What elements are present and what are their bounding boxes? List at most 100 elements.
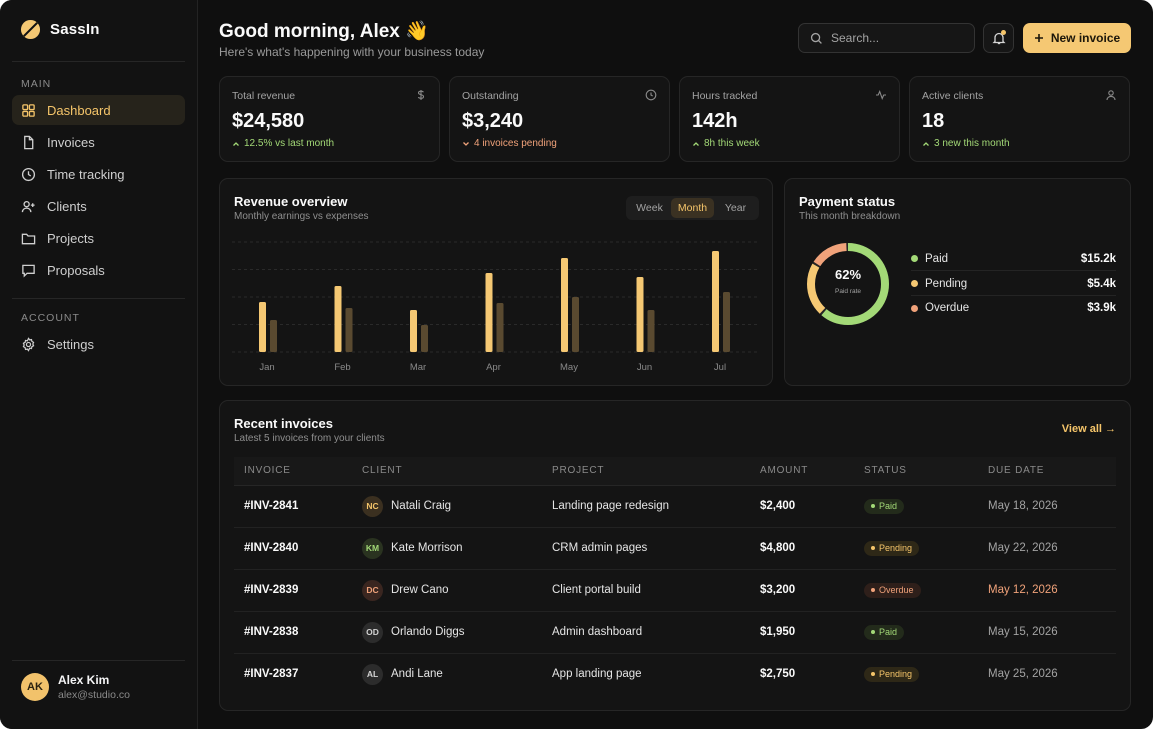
client-name: Natali Craig bbox=[391, 500, 452, 512]
tab-year[interactable]: Year bbox=[724, 202, 747, 214]
bar-secondary-jan[interactable] bbox=[270, 320, 277, 352]
column-header[interactable]: PROJECT bbox=[542, 457, 750, 486]
x-tick-label: Jun bbox=[637, 362, 652, 373]
client-name: Drew Cano bbox=[391, 584, 449, 596]
bar-secondary-mar[interactable] bbox=[421, 325, 428, 352]
sidebar-item-settings[interactable]: Settings bbox=[12, 329, 185, 359]
stat-delta-text: 8h this week bbox=[704, 138, 760, 149]
x-tick-label: Mar bbox=[410, 362, 426, 373]
payment-label: Overdue bbox=[925, 302, 970, 314]
status-badge: Pending bbox=[864, 540, 920, 556]
sidebar-item-dashboard[interactable]: Dashboard bbox=[12, 95, 185, 125]
tab-month[interactable]: Month bbox=[671, 198, 714, 218]
page-subtitle: Here's what's happening with your busine… bbox=[219, 45, 485, 59]
table-row[interactable]: #INV-2841 NC Natali Craig Landing page r… bbox=[234, 485, 1116, 528]
stat-delta: 12.5% vs last month bbox=[232, 138, 334, 149]
user-profile[interactable]: AK Alex Kim alex@studio.co bbox=[21, 673, 130, 701]
status-dot bbox=[871, 672, 875, 677]
avatar: AL bbox=[362, 663, 383, 685]
sidebar-item-invoices[interactable]: Invoices bbox=[12, 127, 185, 157]
main-content: Good morning, Alex 👋 Here's what's happe… bbox=[198, 0, 1153, 729]
bar-primary-apr[interactable] bbox=[485, 273, 493, 352]
bar-secondary-jul[interactable] bbox=[723, 292, 730, 352]
activity-icon bbox=[876, 89, 886, 101]
search-box[interactable] bbox=[798, 23, 975, 53]
sidebar-item-label: Projects bbox=[47, 230, 94, 246]
bar-secondary-feb[interactable] bbox=[345, 308, 353, 352]
sidebar-item-time-tracking[interactable]: Time tracking bbox=[12, 159, 185, 189]
amount: $2,750 bbox=[760, 668, 796, 681]
paid-rate-value: 62% bbox=[834, 267, 862, 282]
client-cell: OD Orlando Diggs bbox=[352, 611, 542, 654]
donut-segment-pending[interactable] bbox=[807, 243, 889, 325]
payment-label: Paid bbox=[925, 252, 949, 265]
status-text: Pending bbox=[879, 543, 913, 553]
avatar: AK bbox=[21, 673, 49, 701]
project-name: Admin dashboard bbox=[542, 611, 750, 654]
sidebar: SassIn MAIN Dashboard Invoices Time trac… bbox=[0, 0, 198, 729]
notifications-button[interactable] bbox=[983, 23, 1014, 53]
bar-secondary-may[interactable] bbox=[572, 297, 579, 352]
client-name: Orlando Diggs bbox=[391, 626, 465, 638]
x-tick-label: Jan bbox=[259, 362, 274, 373]
search-icon bbox=[810, 32, 822, 44]
sidebar-item-proposals[interactable]: Proposals bbox=[12, 255, 185, 285]
status-text: Paid bbox=[879, 627, 898, 637]
dollar-icon bbox=[417, 90, 425, 100]
sidebar-item-clients[interactable]: Clients bbox=[12, 191, 185, 221]
payment-label: Pending bbox=[925, 277, 968, 290]
bar-primary-jul[interactable] bbox=[712, 251, 719, 352]
table-header-row: INVOICE CLIENT PROJECT AMOUNT STATUS DUE… bbox=[234, 457, 1116, 486]
table-row[interactable]: #INV-2837 AL Andi Lane App landing page … bbox=[234, 653, 1116, 695]
divider bbox=[12, 61, 185, 62]
donut-segment-paid[interactable] bbox=[807, 243, 889, 325]
bar-secondary-apr[interactable] bbox=[496, 303, 504, 352]
client-cell: KM Kate Morrison bbox=[352, 527, 542, 570]
status-badge: Paid bbox=[864, 624, 905, 640]
clock-icon bbox=[645, 89, 657, 101]
payment-row-pending: Pending $5.4k bbox=[911, 272, 1116, 296]
section-account-label: ACCOUNT bbox=[21, 312, 80, 324]
search-input[interactable] bbox=[831, 31, 961, 45]
bar-secondary-jun[interactable] bbox=[647, 310, 655, 352]
invoices-table: INVOICE CLIENT PROJECT AMOUNT STATUS DUE… bbox=[234, 457, 1116, 695]
column-header[interactable]: DUE DATE bbox=[978, 457, 1116, 486]
avatar: KM bbox=[362, 537, 383, 559]
stat-card-revenue: Total revenue $24,580 12.5% vs last mont… bbox=[219, 76, 440, 162]
tab-week[interactable]: Week bbox=[636, 202, 663, 214]
amount: $3,200 bbox=[750, 569, 854, 612]
invoices-card: Recent invoices Latest 5 invoices from y… bbox=[219, 400, 1131, 711]
bar-primary-mar[interactable] bbox=[410, 310, 417, 352]
stat-value: 18 bbox=[922, 110, 945, 132]
revenue-subtitle: Monthly earnings vs expenses bbox=[234, 211, 369, 222]
paid-rate-label: Paid rate bbox=[834, 288, 862, 295]
sidebar-item-label: Dashboard bbox=[47, 102, 111, 118]
amount: $4,800 bbox=[750, 527, 854, 570]
sidebar-item-label: Invoices bbox=[47, 134, 95, 150]
column-header[interactable]: STATUS bbox=[854, 457, 978, 486]
user-email: alex@studio.co bbox=[58, 689, 130, 701]
payment-donut bbox=[807, 243, 889, 325]
sidebar-item-projects[interactable]: Projects bbox=[12, 223, 185, 253]
view-all-link[interactable]: View all → bbox=[1061, 423, 1116, 435]
table-row[interactable]: #INV-2840 KM Kate Morrison CRM admin pag… bbox=[234, 527, 1116, 570]
client-cell: NC Natali Craig bbox=[352, 485, 542, 528]
user-name: Alex Kim bbox=[58, 673, 110, 687]
status-badge: Pending bbox=[864, 666, 920, 682]
bar-primary-feb[interactable] bbox=[334, 286, 342, 352]
bar-primary-jan[interactable] bbox=[259, 302, 266, 352]
new-invoice-button[interactable]: New invoice bbox=[1023, 23, 1131, 53]
stat-delta-text: 12.5% vs last month bbox=[244, 138, 335, 149]
invoice-id: #INV-2839 bbox=[234, 569, 352, 612]
bar-primary-jun[interactable] bbox=[636, 277, 644, 352]
logo[interactable]: SassIn bbox=[20, 19, 100, 40]
table-row[interactable]: #INV-2839 DC Drew Cano Client portal bui… bbox=[234, 569, 1116, 612]
table-row[interactable]: #INV-2838 OD Orlando Diggs Admin dashboa… bbox=[234, 611, 1116, 654]
column-header[interactable]: INVOICE bbox=[234, 457, 352, 486]
column-header[interactable]: AMOUNT bbox=[750, 457, 854, 486]
bar-primary-may[interactable] bbox=[561, 258, 568, 352]
stat-delta-text: 3 new this month bbox=[934, 138, 1010, 149]
status-text: Pending bbox=[879, 669, 913, 680]
column-header[interactable]: CLIENT bbox=[352, 457, 542, 486]
